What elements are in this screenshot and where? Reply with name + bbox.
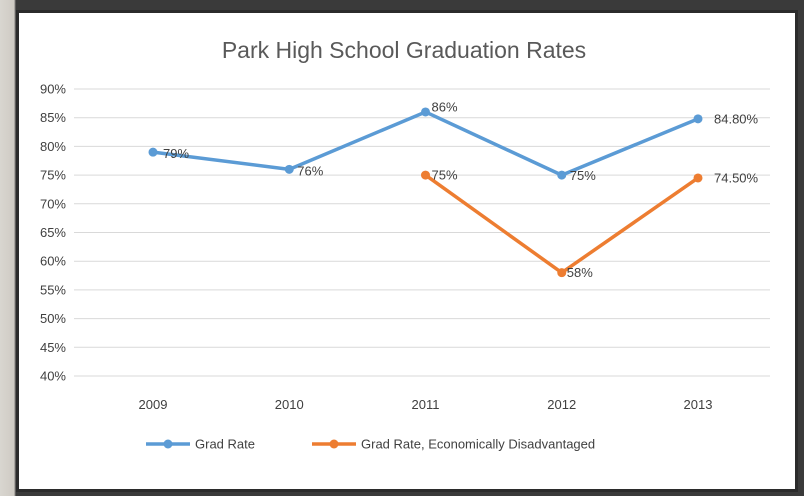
x-tick-label: 2010: [275, 397, 304, 412]
legend-marker: [329, 439, 339, 449]
x-tick-label: 2011: [412, 397, 440, 412]
series-line: [423, 173, 700, 275]
x-axis-ticks: 2009 2010 2011 2012 2013: [139, 397, 713, 412]
series-line: [151, 110, 700, 177]
data-label: 74.50%: [714, 170, 759, 185]
data-labels: 79% 76% 86% 75% 84.80% 75% 58% 74.50%: [163, 99, 759, 280]
x-tick-label: 2012: [547, 397, 576, 412]
data-point: [693, 114, 703, 124]
data-point: [421, 170, 430, 180]
chart-container: Park High School Graduation Rates 40% 45%…: [16, 10, 798, 492]
y-tick-label: 90%: [40, 82, 66, 97]
legend: Grad Rate Grad Rate, Economically Disadva…: [146, 437, 595, 452]
chart-title: Park High School Graduation Rates: [222, 37, 586, 63]
data-point: [557, 268, 567, 278]
legend-label: Grad Rate, Economically Disadvantaged: [361, 437, 595, 452]
data-point: [421, 107, 430, 117]
y-axis-ticks: 40% 45% 50% 55% 60% 65% 70% 75% 80% 85% 90%: [40, 82, 66, 384]
y-tick-label: 65%: [40, 225, 66, 240]
data-point: [284, 164, 294, 174]
y-tick-label: 60%: [40, 254, 66, 269]
data-point: [693, 173, 703, 183]
series-lines: [148, 107, 703, 278]
legend-label: Grad Rate: [195, 437, 255, 452]
data-label: 86%: [432, 99, 458, 114]
y-tick-label: 40%: [40, 369, 66, 384]
data-label: 75%: [432, 168, 458, 183]
data-label: 84.80%: [714, 111, 759, 126]
data-label: 75%: [570, 168, 596, 183]
y-tick-label: 75%: [40, 168, 66, 183]
y-tick-label: 70%: [40, 196, 66, 211]
y-tick-label: 50%: [40, 311, 66, 326]
x-tick-label: 2009: [139, 397, 168, 412]
y-tick-label: 45%: [40, 340, 66, 355]
data-label: 79%: [163, 146, 189, 161]
data-label: 58%: [567, 265, 593, 280]
x-tick-label: 2013: [684, 397, 713, 412]
gridlines: [74, 88, 770, 377]
data-label: 76%: [297, 163, 323, 178]
line-chart: Park High School Graduation Rates 40% 45%…: [40, 37, 770, 452]
legend-marker: [163, 439, 173, 449]
y-tick-label: 55%: [40, 282, 66, 297]
y-tick-label: 80%: [40, 139, 66, 154]
y-tick-label: 85%: [40, 110, 66, 125]
data-point: [557, 170, 567, 180]
data-point: [148, 147, 158, 157]
